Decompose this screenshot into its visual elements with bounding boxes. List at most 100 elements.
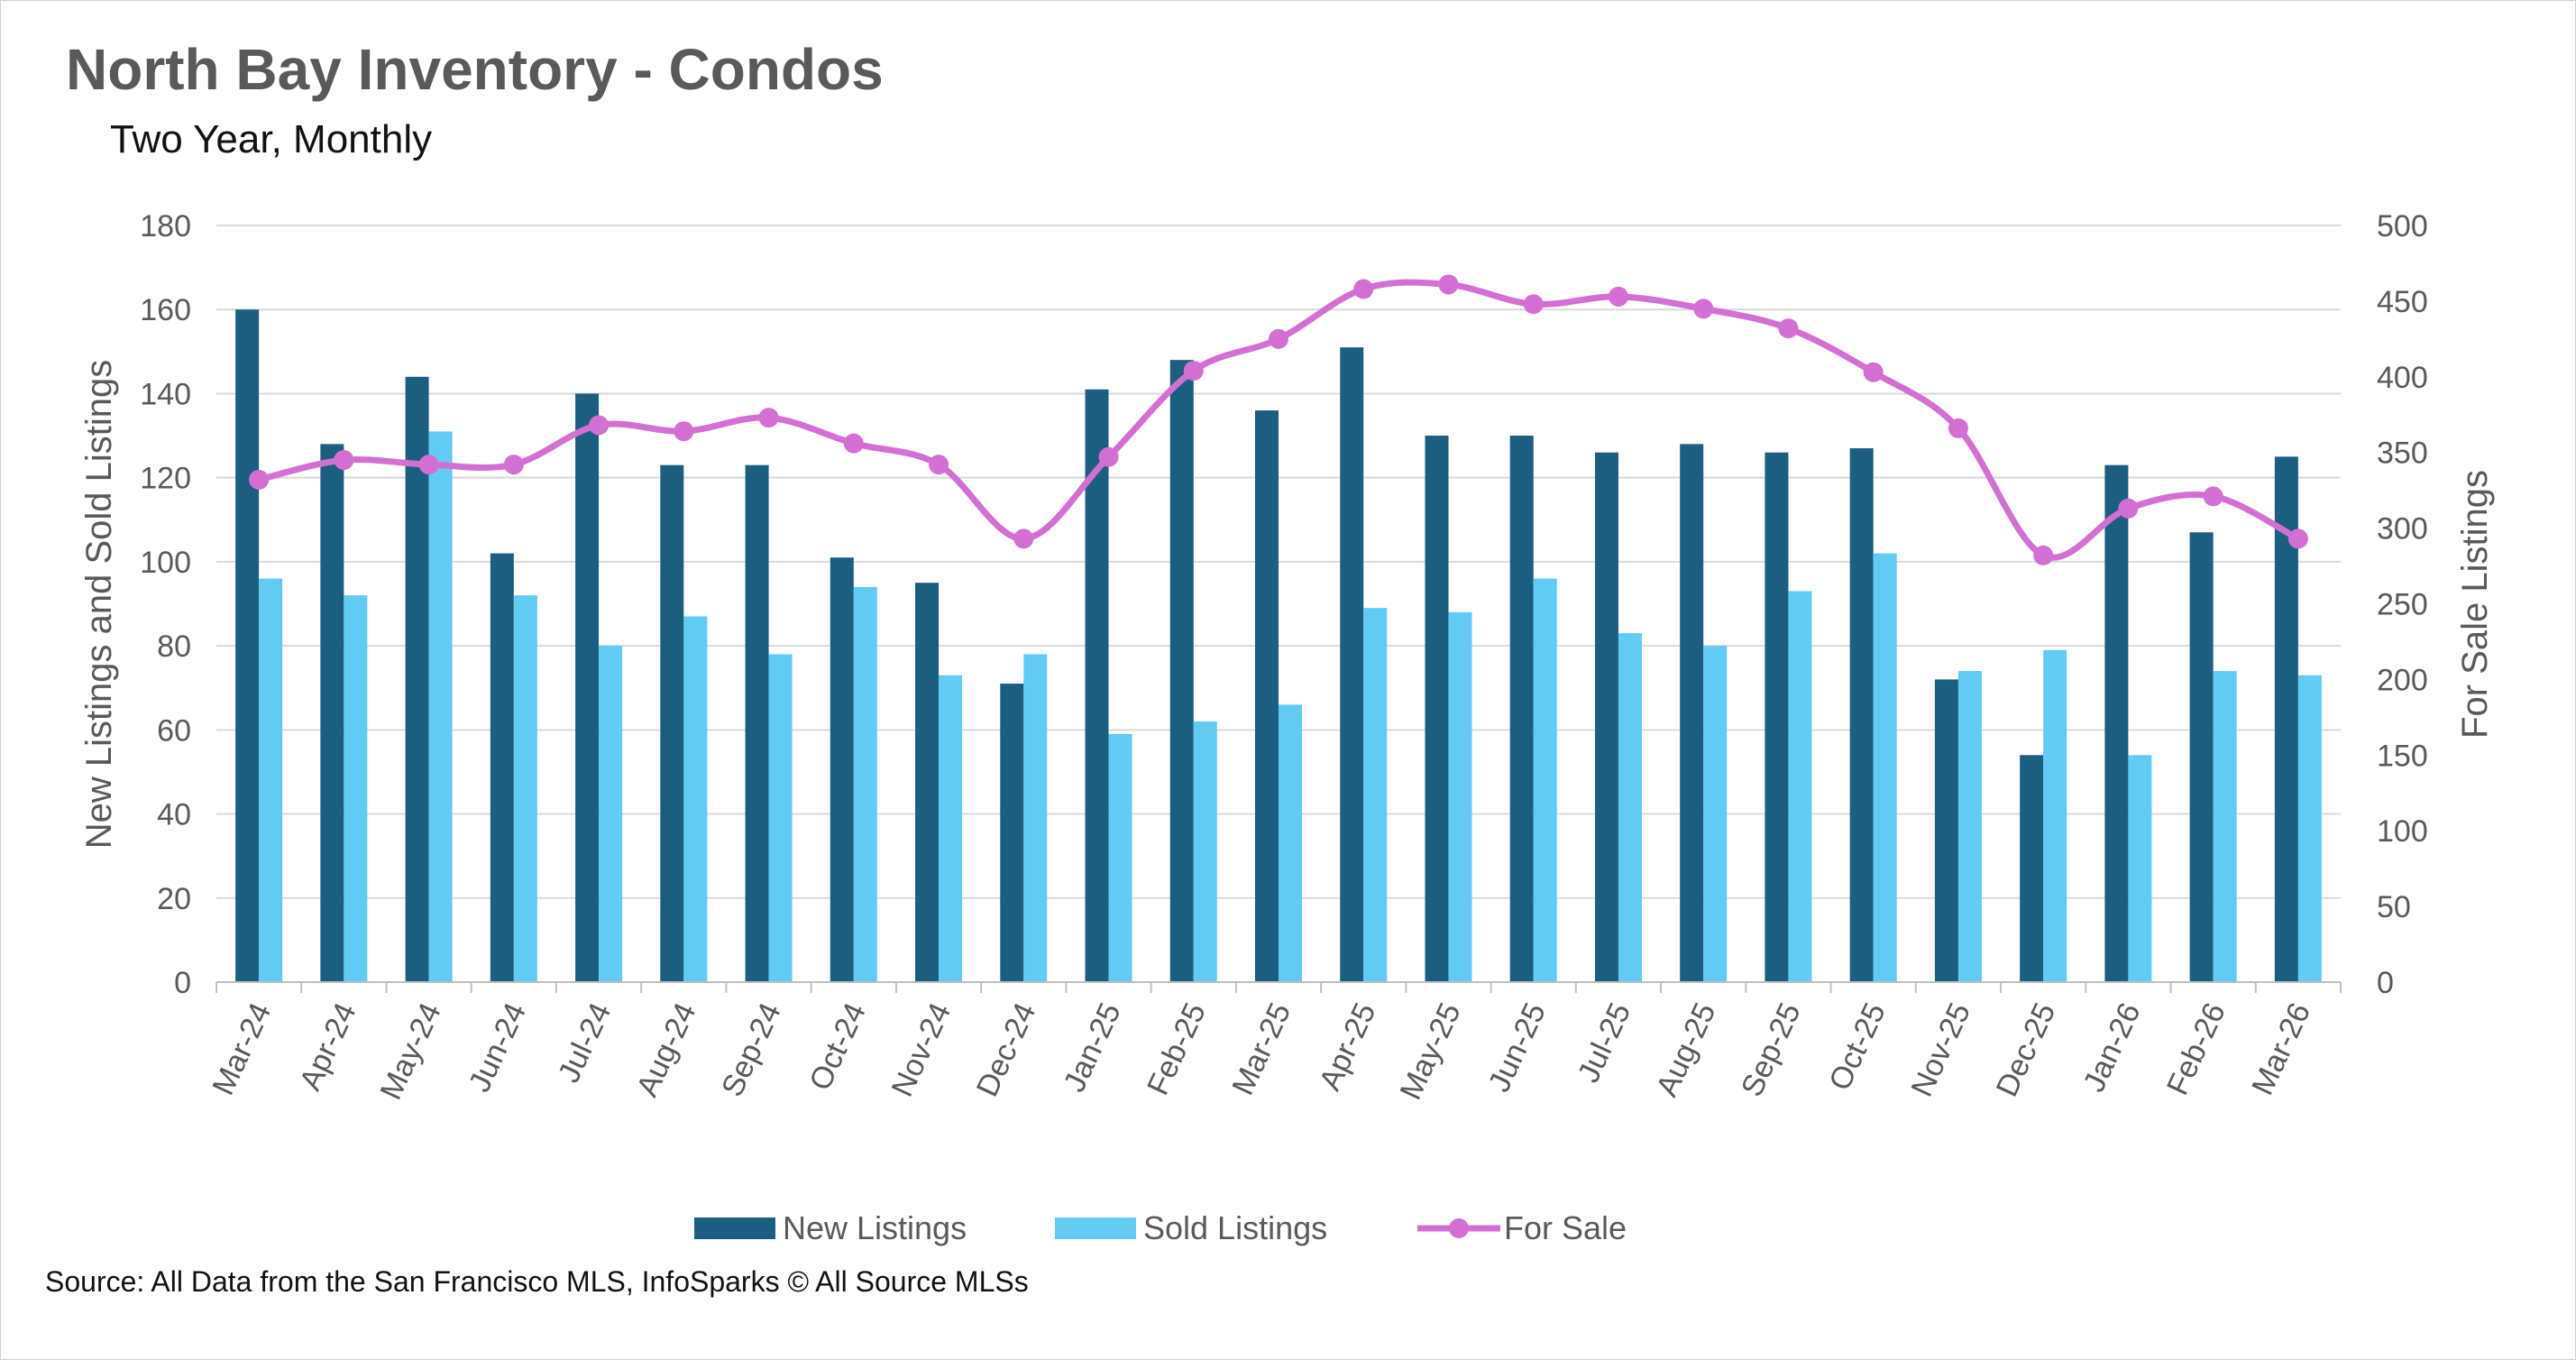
- bar-new-listings: [575, 393, 600, 982]
- bar-sold-listings: [2043, 649, 2067, 982]
- for-sale-point: [1269, 328, 1288, 349]
- x-tick-label: Mar-24: [206, 997, 278, 1100]
- bar-new-listings: [915, 583, 940, 982]
- y-tick-label: 140: [140, 377, 191, 411]
- bar-new-listings: [660, 464, 684, 982]
- bar-sold-listings: [939, 675, 963, 982]
- bar-new-listings: [1169, 360, 1194, 983]
- x-tick-label: Feb-25: [1141, 997, 1213, 1100]
- for-sale-point: [2203, 486, 2223, 507]
- bar-new-listings: [1340, 347, 1364, 982]
- for-sale-point: [1438, 274, 1459, 295]
- legend-swatch-sold-listings: [1055, 1218, 1136, 1239]
- x-tick-label: Sep-24: [715, 997, 788, 1101]
- legend-label-for-sale: For Sale: [1504, 1209, 1627, 1246]
- for-sale-line-layer: [249, 274, 2308, 565]
- y-tick-label: 20: [157, 882, 191, 916]
- for-sale-point: [1608, 286, 1628, 307]
- bar-new-listings: [1509, 436, 1534, 982]
- bar-new-listings: [830, 557, 854, 982]
- legend-label-sold-listings: Sold Listings: [1143, 1209, 1328, 1246]
- x-tick-label: Oct-25: [1822, 997, 1893, 1096]
- bar-new-listings: [490, 553, 514, 982]
- bar-sold-listings: [2213, 671, 2237, 982]
- y-tick-label: 60: [157, 713, 191, 748]
- bar-sold-listings: [1618, 633, 1642, 982]
- bar-sold-listings: [2128, 755, 2152, 982]
- bar-sold-listings: [1957, 671, 1982, 982]
- x-tick-label: May-24: [373, 997, 447, 1105]
- for-sale-point: [929, 455, 949, 475]
- for-sale-point: [843, 433, 864, 454]
- y2-tick-label: 50: [2377, 890, 2411, 924]
- legend-label-new-listings: New Listings: [783, 1209, 967, 1246]
- bar-new-listings: [2020, 755, 2044, 982]
- x-tick-label: Aug-24: [630, 997, 703, 1101]
- y2-tick-label: 200: [2377, 663, 2428, 697]
- legend-item-new-listings: New Listings: [694, 1203, 967, 1254]
- for-sale-point: [418, 455, 439, 475]
- bar-sold-listings: [1533, 578, 1557, 982]
- for-sale-point: [503, 455, 524, 475]
- bar-sold-listings: [1023, 654, 1048, 982]
- for-sale-point: [674, 421, 694, 442]
- y2-axis-title: For Sale Listings: [2455, 470, 2495, 739]
- x-tick-label: Mar-25: [1225, 997, 1297, 1100]
- y2-tick-label: 300: [2377, 512, 2428, 547]
- bar-new-listings: [1680, 444, 1704, 982]
- for-sale-point: [1098, 446, 1119, 467]
- for-sale-point: [758, 408, 779, 428]
- for-sale-point: [2118, 498, 2139, 519]
- bar-sold-listings: [428, 431, 453, 983]
- bar-sold-listings: [2297, 675, 2322, 982]
- x-tick-label: Dec-24: [970, 997, 1043, 1101]
- y2-tick-label: 150: [2377, 739, 2428, 773]
- bar-new-listings: [2104, 464, 2129, 982]
- y-tick-label: 40: [157, 798, 191, 832]
- y2-tick-label: 100: [2377, 814, 2428, 849]
- bar-sold-listings: [513, 595, 537, 982]
- x-tick-label: May-25: [1393, 997, 1467, 1105]
- bar-new-listings: [1594, 452, 1618, 982]
- y2-tick-label: 500: [2377, 209, 2428, 244]
- y-tick-label: 120: [140, 462, 191, 496]
- x-tick-label: Jul-24: [552, 997, 619, 1088]
- bar-new-listings: [405, 376, 429, 982]
- y-tick-label: 180: [140, 209, 191, 244]
- x-tick-label: Nov-24: [885, 997, 958, 1101]
- for-sale-point: [589, 415, 610, 436]
- legend: New Listings Sold Listings For Sale: [0, 1203, 2576, 1254]
- y2-tick-label: 250: [2377, 588, 2428, 622]
- legend-swatch-new-listings: [694, 1218, 775, 1239]
- for-sale-point: [2033, 545, 2054, 565]
- chart-title: North Bay Inventory - Condos: [66, 37, 884, 102]
- bar-sold-listings: [1788, 591, 1812, 982]
- bar-new-listings: [1000, 684, 1024, 982]
- bar-sold-listings: [768, 654, 793, 982]
- source-note: Source: All Data from the San Francisco …: [45, 1265, 1029, 1298]
- for-sale-point: [1778, 318, 1799, 339]
- bar-new-listings: [320, 444, 344, 982]
- for-sale-point: [1353, 279, 1374, 299]
- for-sale-point: [249, 469, 270, 490]
- x-tick-label: Jul-25: [1572, 997, 1638, 1088]
- x-tick-label: Apr-24: [293, 997, 363, 1096]
- x-tick-label: Dec-25: [1990, 997, 2063, 1101]
- x-tick-label: Jan-26: [2076, 997, 2147, 1097]
- y2-tick-label: 0: [2377, 966, 2394, 1000]
- legend-item-sold-listings: Sold Listings: [1055, 1203, 1327, 1254]
- bar-sold-listings: [1873, 553, 1897, 982]
- legend-swatch-for-sale: [1417, 1218, 1500, 1238]
- y-tick-label: 160: [140, 293, 191, 327]
- y-tick-label: 0: [174, 966, 191, 1000]
- for-sale-point: [1183, 361, 1204, 381]
- bar-new-listings: [1255, 410, 1279, 983]
- bar-new-listings: [1934, 679, 1958, 982]
- legend-item-for-sale: For Sale: [1414, 1203, 1627, 1254]
- bars: [235, 309, 2322, 983]
- bar-sold-listings: [1363, 608, 1388, 982]
- for-sale-point: [1948, 418, 1968, 438]
- x-tick-label: Aug-25: [1650, 997, 1723, 1101]
- y2-tick-label: 400: [2377, 361, 2428, 395]
- y-tick-label: 80: [157, 629, 191, 664]
